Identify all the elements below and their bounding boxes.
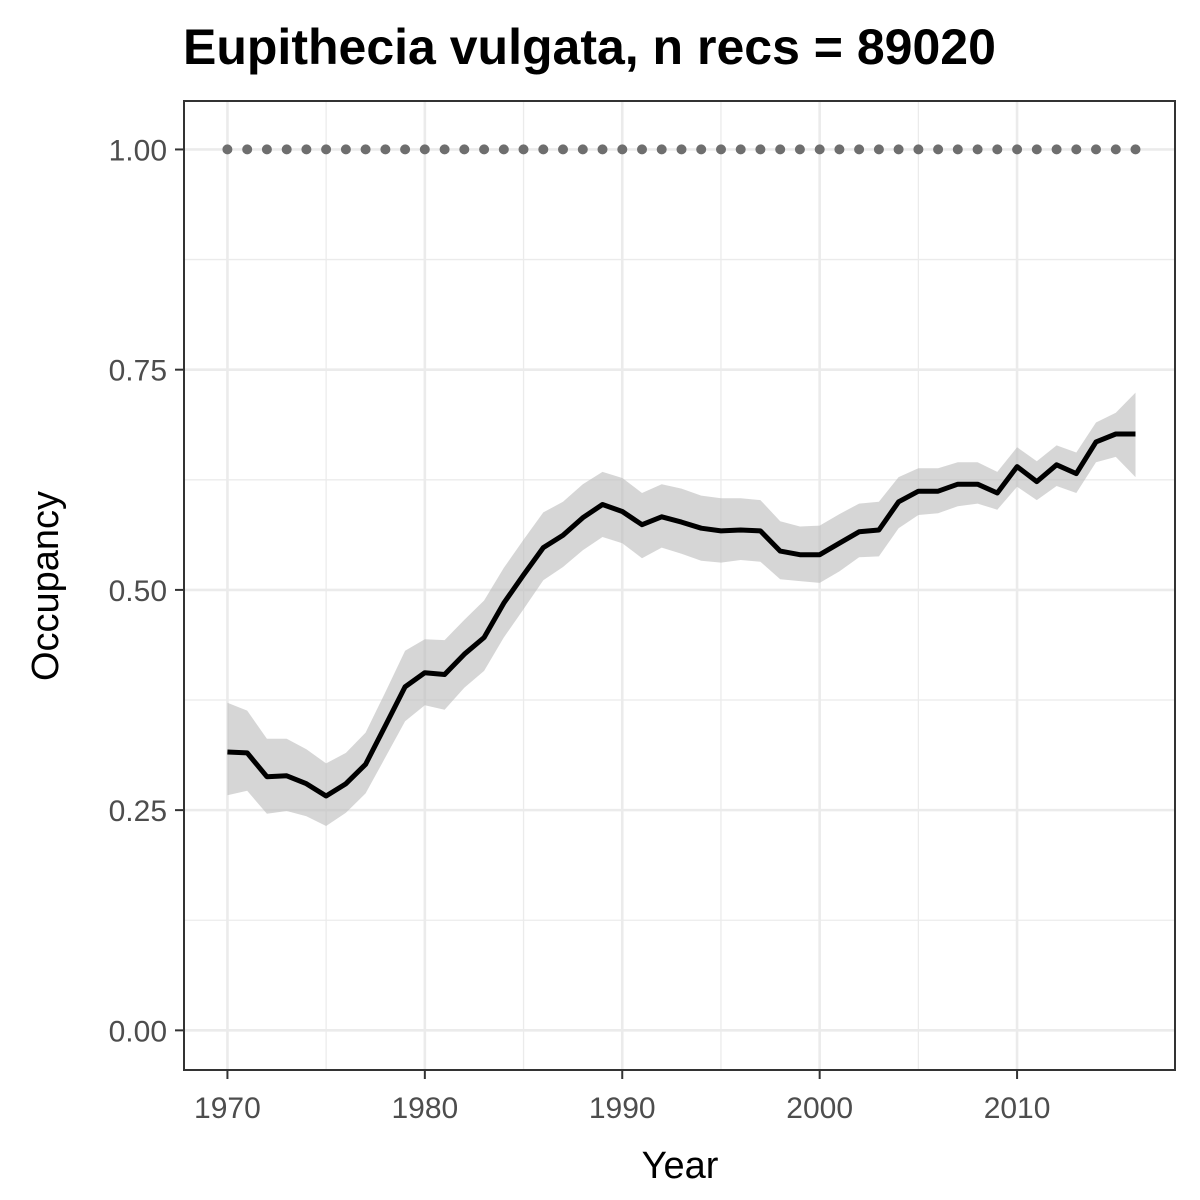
reference-dot	[972, 144, 983, 155]
reference-dot	[933, 144, 944, 155]
x-tick-label: 2000	[786, 1092, 853, 1125]
grid-lines	[184, 101, 1175, 1070]
x-tick-label: 1970	[194, 1092, 261, 1125]
reference-dot	[459, 144, 470, 155]
reference-dot	[518, 144, 529, 155]
reference-dot	[360, 144, 371, 155]
x-tick-label: 2010	[984, 1092, 1051, 1125]
reference-dots	[222, 144, 1141, 155]
reference-dot	[676, 144, 687, 155]
reference-dot	[321, 144, 332, 155]
reference-dot	[775, 144, 786, 155]
axes: 1970 1980 1990 2000 2010 0.00 0.25 0.50 0.75 1.00	[109, 134, 1051, 1125]
reference-dot	[419, 144, 430, 155]
occupancy-lines	[227, 431, 1136, 799]
reference-dot	[301, 144, 312, 155]
reference-dot	[281, 144, 292, 155]
x-tick-label: 1980	[391, 1092, 458, 1125]
confidence-ribbons	[227, 392, 1136, 826]
reference-dot	[261, 144, 272, 155]
y-tick-label: 1.00	[109, 134, 167, 167]
reference-dot	[735, 144, 746, 155]
reference-dot	[814, 144, 825, 155]
reference-dot	[242, 144, 253, 155]
reference-dot	[439, 144, 450, 155]
reference-dot	[558, 144, 568, 155]
reference-dot	[1012, 144, 1023, 155]
reference-dot	[1091, 144, 1101, 155]
reference-dot	[794, 144, 805, 155]
y-tick-label: 0.25	[109, 795, 167, 828]
x-axis-title: Year	[642, 1145, 719, 1187]
reference-dot	[340, 144, 351, 155]
reference-dot	[479, 144, 490, 155]
reference-dot	[1130, 144, 1141, 155]
reference-dot	[716, 144, 726, 155]
reference-dot	[617, 144, 628, 155]
y-tick-label: 0.00	[109, 1015, 167, 1048]
reference-dot	[380, 144, 391, 155]
reference-dot	[834, 144, 845, 155]
panel-border	[183, 100, 1176, 1071]
reference-dot	[1031, 144, 1042, 155]
reference-dot	[755, 144, 766, 155]
reference-dot	[498, 144, 509, 155]
reference-dot	[854, 144, 865, 155]
y-tick-label: 0.50	[109, 575, 167, 608]
reference-dot	[637, 144, 647, 155]
reference-dot	[656, 144, 667, 155]
reference-dot	[992, 144, 1003, 155]
reference-dot	[597, 144, 608, 155]
reference-dot	[1071, 144, 1082, 155]
confidence-ribbon	[227, 392, 1136, 826]
reference-dot	[538, 144, 549, 155]
reference-dot	[1051, 144, 1062, 155]
occupancy-line	[227, 431, 1136, 799]
reference-dot	[696, 144, 707, 155]
y-tick-label: 0.75	[109, 355, 167, 388]
chart-title: Eupithecia vulgata, n recs = 89020	[183, 19, 996, 75]
x-tick-label: 1990	[589, 1092, 656, 1125]
reference-dot	[893, 144, 904, 155]
reference-dot	[952, 144, 963, 155]
reference-dot	[1110, 144, 1121, 155]
reference-dot	[222, 144, 233, 155]
reference-dot	[913, 144, 924, 155]
reference-dot	[400, 144, 411, 155]
reference-dot	[873, 144, 884, 155]
reference-dot	[577, 144, 588, 155]
y-axis-title: Occupancy	[25, 491, 67, 681]
